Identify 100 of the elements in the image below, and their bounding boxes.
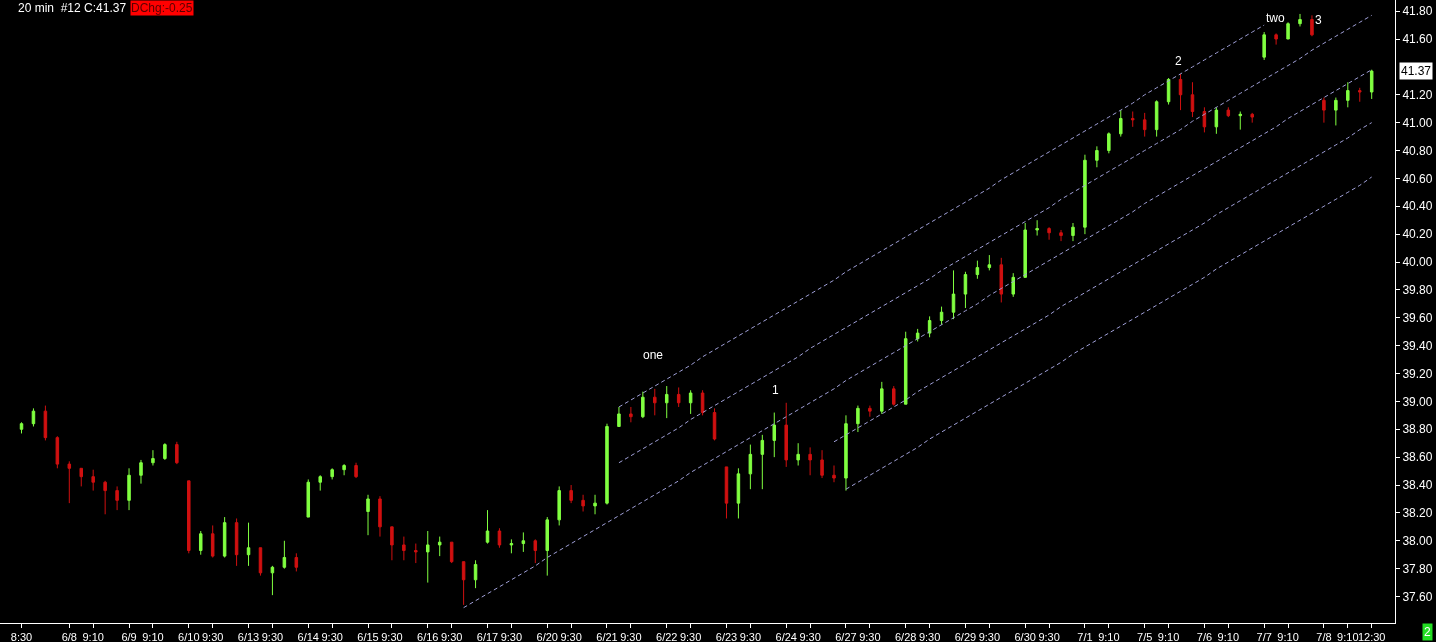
candlestick (1262, 31, 1266, 61)
y-tick-label: 40.60 (1402, 171, 1433, 186)
candlestick (222, 516, 227, 558)
x-tick-label: 6/14 (297, 631, 319, 642)
x-tick-label: 6/28 (894, 631, 917, 642)
candlestick (796, 442, 800, 467)
x-tick-label: 6/23 (715, 631, 738, 642)
x-tick-label: 6/20 (536, 631, 558, 642)
candlestick (449, 541, 454, 564)
line-series (833, 122, 1373, 443)
x-tick-label: 9:30 (739, 631, 762, 642)
x-tick-label: 9:10 (1098, 631, 1120, 642)
candlestick (1119, 109, 1123, 138)
candlestick (569, 484, 573, 504)
y-tick-label: 40.40 (1402, 199, 1433, 214)
candlestick (1154, 99, 1159, 138)
candlestick (593, 494, 597, 515)
candlestick (999, 257, 1004, 303)
x-tick-label: 9:30 (620, 631, 642, 642)
candlestick (306, 478, 311, 518)
x-tick-label: 9:30 (560, 631, 582, 642)
y-tick-label: 39.40 (1402, 338, 1433, 353)
candlestick (641, 391, 645, 419)
x-tick-label: 6/9 (121, 631, 137, 642)
annotation: one (643, 348, 664, 362)
y-tick-label: 38.00 (1402, 533, 1433, 548)
candlestick (79, 467, 84, 487)
candlestick (1023, 222, 1027, 278)
candlestick (927, 315, 932, 338)
x-tick-label: 9:10 (82, 631, 104, 642)
candlestick (366, 494, 370, 536)
y-tick-label: 41.00 (1402, 115, 1433, 130)
candlestick (760, 434, 765, 490)
candlestick (951, 269, 956, 320)
candlestick (581, 494, 585, 512)
x-tick-label: 6/10 (178, 631, 200, 642)
candlestick (509, 538, 514, 554)
candlestick (426, 530, 430, 584)
candlestick (1322, 97, 1326, 124)
x-tick-label: 12:30 (1357, 631, 1386, 642)
x-tick-label: 6/24 (775, 631, 797, 642)
x-tick-label: 9:30 (799, 631, 821, 642)
x-tick-label: 7/8 (1316, 631, 1332, 642)
candlestick (784, 402, 788, 468)
candlestick (664, 385, 669, 419)
candlestick (473, 559, 478, 589)
y-tick-label: 38.60 (1402, 450, 1433, 465)
candlestick (103, 480, 107, 515)
annotation: 3 (1315, 13, 1322, 27)
candlestick (402, 536, 406, 561)
x-tick-label: 9:30 (201, 631, 224, 642)
candlestick (234, 517, 239, 567)
candlestick (1298, 13, 1302, 27)
x-tick-label: 9:30 (1038, 631, 1060, 642)
x-tick-label: 9:30 (978, 631, 1001, 642)
candlestick (605, 423, 609, 506)
candlestick (808, 446, 812, 476)
y-tick-label: 37.60 (1402, 589, 1433, 604)
candlestick (772, 412, 777, 458)
candlestick (1035, 219, 1039, 237)
y-tick-label: 40.80 (1402, 143, 1433, 158)
y-tick-label: 38.20 (1402, 506, 1433, 521)
candlestick (676, 386, 681, 408)
x-tick-label: 7/5 (1137, 631, 1153, 642)
candlestick (939, 306, 944, 326)
line-series (618, 24, 1265, 408)
x-tick-label: 6/16 (417, 631, 439, 642)
candlestick (545, 516, 549, 577)
annotation: 2 (1175, 54, 1182, 68)
candlestick (378, 495, 382, 538)
candlestick (1047, 226, 1051, 241)
y-tick-label: 39.60 (1402, 310, 1433, 325)
x-tick-label: 9:30 (381, 631, 403, 642)
candlestick (1310, 14, 1314, 37)
candlestick (653, 388, 657, 416)
x-tick-label: 6/22 (656, 631, 678, 642)
candlestick (1107, 131, 1111, 154)
candlestick (1369, 69, 1374, 100)
x-tick-label: 9:30 (321, 631, 343, 642)
candlestick (736, 467, 741, 519)
candlestick (1334, 97, 1338, 126)
candlestick (975, 260, 980, 280)
x-tick-label: 7/1 (1077, 631, 1093, 642)
candlestick (1358, 87, 1362, 103)
candlestick (497, 527, 502, 549)
y-tick-label: 40.00 (1402, 255, 1433, 270)
candlestick (521, 531, 526, 553)
x-tick-label: 9:30 (500, 631, 523, 642)
y-tick-label: 41.20 (1402, 87, 1433, 102)
x-tick-label: 9:10 (1157, 631, 1180, 642)
candlestick (55, 435, 60, 469)
candlestick (724, 466, 729, 519)
chart-title: 20 min #12 C:41.37 (18, 1, 127, 16)
candlestick (629, 406, 633, 423)
candlestick (19, 421, 24, 434)
candlestick (485, 509, 490, 545)
y-tick-label: 39.20 (1402, 366, 1433, 381)
candlestick (1011, 272, 1015, 298)
candlestick (270, 565, 275, 596)
y-tick-label: 41.60 (1402, 32, 1433, 47)
